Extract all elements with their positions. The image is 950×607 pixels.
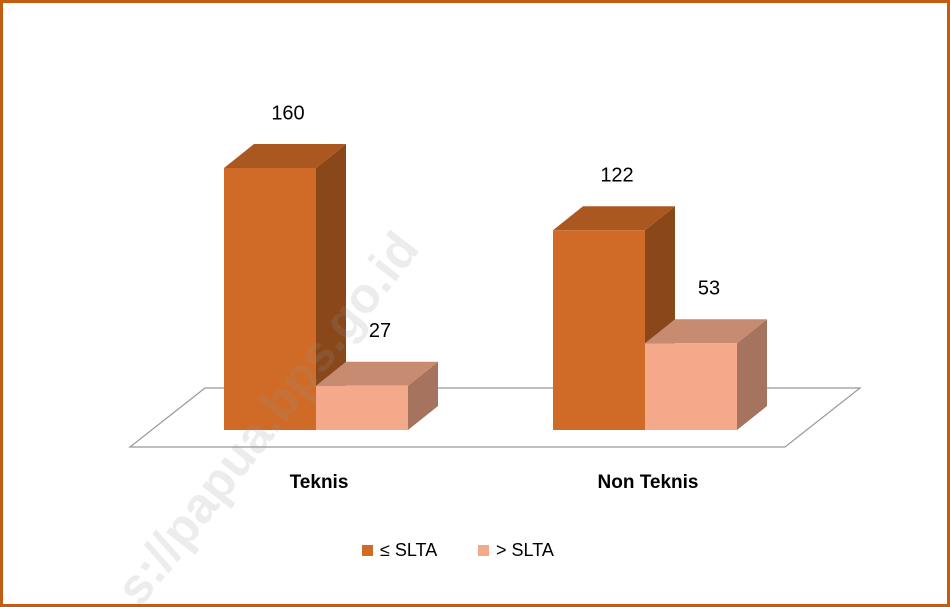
bar-front <box>224 168 316 430</box>
bar-front <box>316 385 408 430</box>
value-label: 27 <box>369 320 391 342</box>
bar-top <box>553 206 675 231</box>
bar <box>316 361 438 430</box>
bar-front <box>645 343 737 430</box>
x-tick-label: Teknis <box>290 472 349 493</box>
legend-label: > SLTA <box>496 540 554 560</box>
legend-label: ≤ SLTA <box>380 540 437 560</box>
bar-side <box>737 319 767 430</box>
bar-top <box>316 361 438 386</box>
bar-side <box>316 144 346 430</box>
value-label: 122 <box>600 165 633 187</box>
bar-front <box>553 230 645 430</box>
value-label: 160 <box>271 102 304 124</box>
x-tick-label: Non Teknis <box>598 472 699 493</box>
bar-top <box>224 144 346 168</box>
value-label: 53 <box>698 277 720 299</box>
legend-swatch <box>362 545 373 556</box>
bar <box>645 319 767 430</box>
bar-top <box>645 319 767 344</box>
legend-swatch <box>478 545 489 556</box>
bar-side <box>408 361 438 430</box>
bar <box>224 144 346 430</box>
